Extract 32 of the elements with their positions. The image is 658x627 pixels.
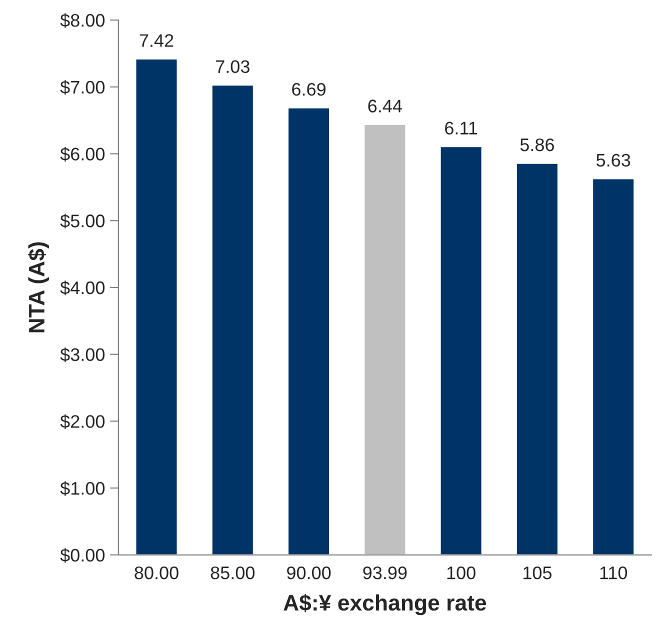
- data-label: 5.86: [520, 138, 554, 152]
- y-tick-label: $4.00: [60, 280, 105, 296]
- data-label: 5.63: [596, 154, 630, 167]
- bar: [363, 124, 407, 555]
- data-label: 7.03: [216, 60, 250, 74]
- x-tick-label: 100: [447, 566, 476, 580]
- bar: [134, 58, 178, 555]
- y-tick-label: $0.00: [60, 548, 105, 563]
- data-label: 6.11: [445, 122, 478, 135]
- data-label: 6.44: [368, 100, 402, 112]
- y-tick-label: $5.00: [60, 214, 105, 228]
- x-tick-label: 90.00: [287, 566, 331, 580]
- bar: [211, 84, 254, 555]
- bar: [516, 162, 559, 555]
- data-label: 7.42: [140, 34, 174, 47]
- y-tick-label: $6.00: [60, 146, 105, 162]
- bar: [439, 146, 483, 555]
- x-tick-label: 93.99: [363, 566, 407, 580]
- y-tick-label: $1.00: [60, 481, 105, 496]
- y-tick-label: $3.00: [60, 348, 105, 362]
- x-tick-label: 80.00: [134, 566, 178, 580]
- data-label: 6.69: [292, 82, 326, 96]
- y-tick-label: $2.00: [60, 414, 105, 429]
- x-tick-label: 110: [600, 566, 628, 580]
- bar: [287, 106, 330, 555]
- x-tick-label: 85.00: [210, 566, 255, 580]
- y-tick-label: $8.00: [60, 13, 105, 28]
- x-tick-label: 105: [524, 566, 552, 580]
- bar: [592, 178, 635, 555]
- y-tick-label: $7.00: [60, 80, 105, 95]
- x-axis-title: A$:¥ exchange rate: [284, 594, 486, 616]
- y-axis-title: NTA (A$): [28, 242, 49, 332]
